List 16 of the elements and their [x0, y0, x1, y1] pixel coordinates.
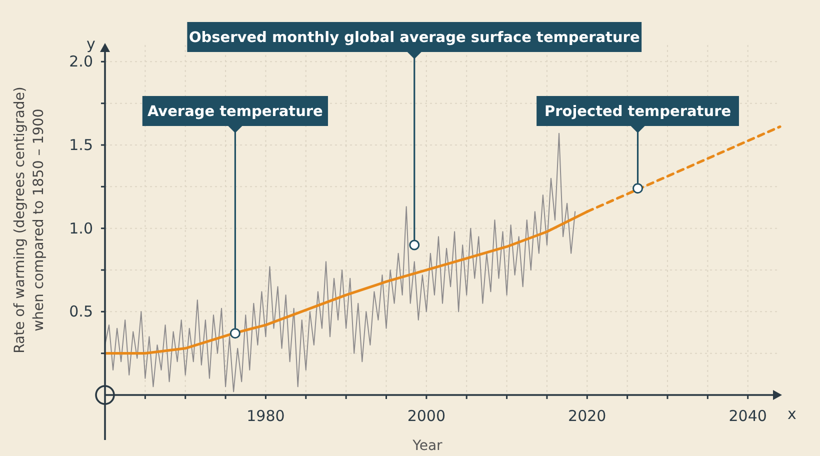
y-tick-label: 1.0 — [69, 219, 93, 238]
x-tick-label: 2040 — [728, 407, 767, 425]
text: y — [86, 35, 96, 53]
y-axis-title: Rate of warming (degrees centigrade) when compared to 1850 – 1900 — [12, 86, 47, 354]
annotation: Observed monthly global average surface temperature — [188, 30, 640, 46]
y-tick-label: 0.5 — [69, 302, 93, 321]
annotation: Projected temperature — [544, 104, 732, 120]
y-tick-label: 1.5 — [69, 136, 93, 154]
annotation: Average temperature — [147, 104, 324, 120]
x-tick-label: 2000 — [407, 407, 446, 425]
x-tick-label: 2020 — [568, 407, 606, 425]
text: x — [788, 405, 797, 423]
x-tick-label: 1980 — [246, 407, 285, 425]
line-series — [104, 132, 576, 392]
y-tick-label: 2.0 — [69, 52, 93, 71]
x-axis-title: Year — [412, 438, 443, 454]
